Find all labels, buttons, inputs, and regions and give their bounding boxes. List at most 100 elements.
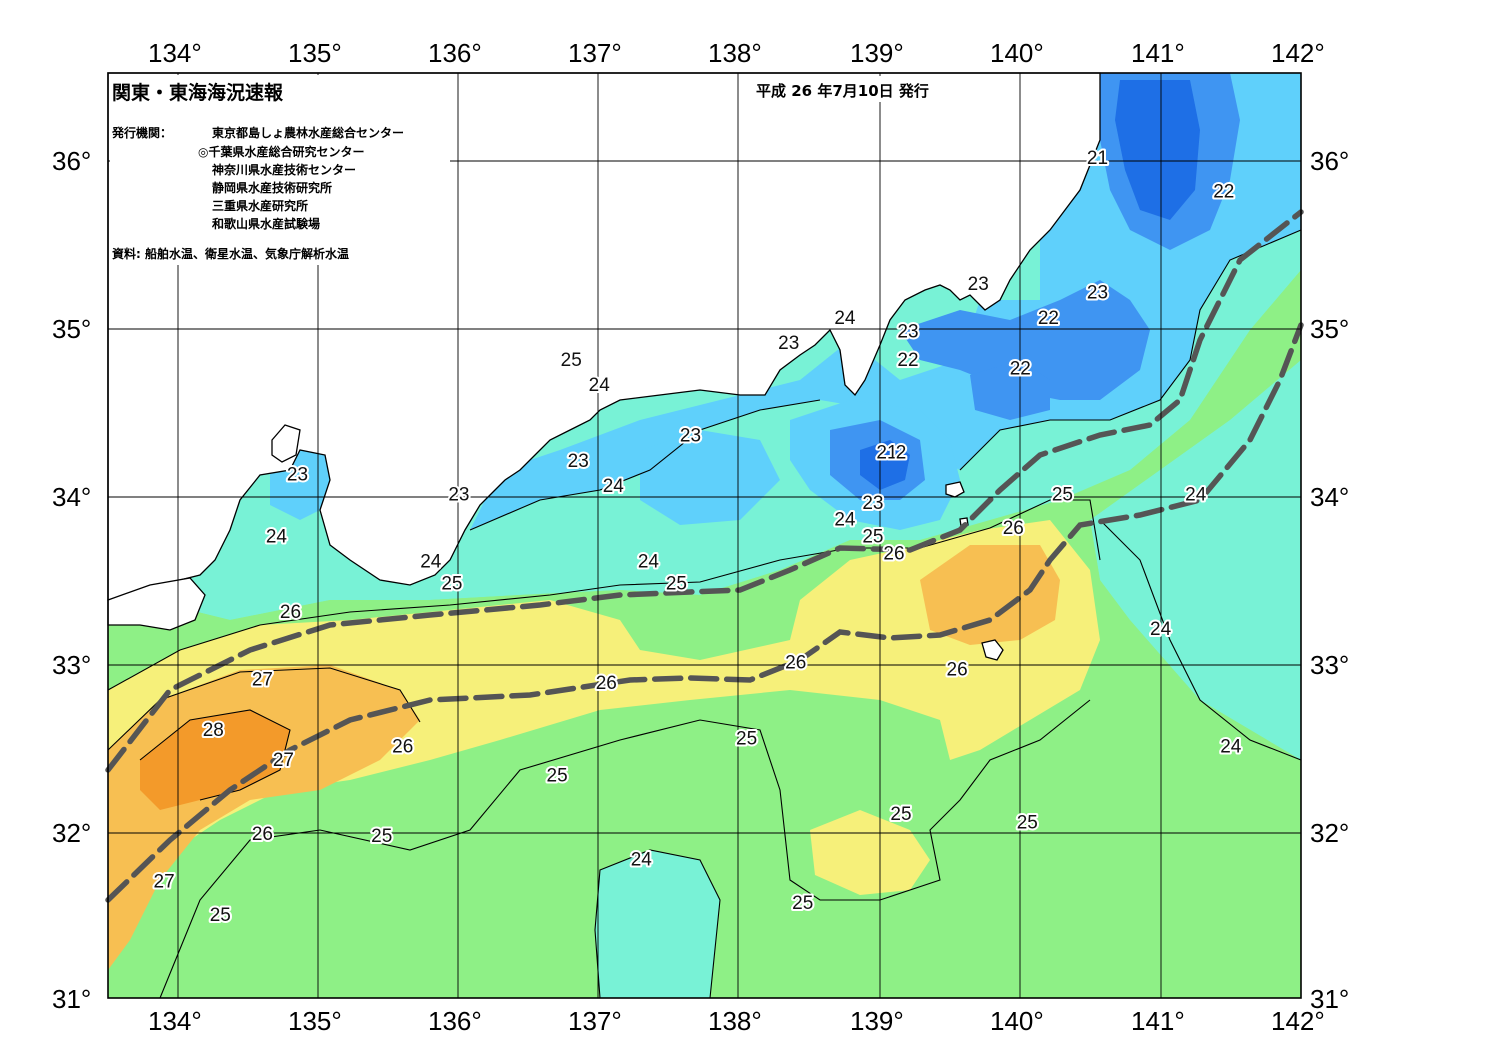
isotherm-24-east: [1099, 519, 1302, 761]
isotherm-label: 24: [1220, 737, 1242, 758]
temperature-27-east-patch: [920, 545, 1060, 645]
isotherm-label: 22: [1213, 182, 1234, 203]
isotherm-label: 27: [273, 750, 294, 771]
lon-label-bottom: 135°: [288, 1006, 342, 1036]
temperature-23-offshore-patch: [640, 430, 780, 525]
isotherm-label: 24: [631, 849, 653, 870]
lat-label-left: 35°: [52, 314, 91, 344]
lon-label-top: 136°: [428, 38, 482, 68]
longitude-labels-bottom: 134° 135° 136° 137° 138° 139° 140° 141° …: [148, 1006, 1325, 1036]
lat-label-left: 36°: [52, 146, 91, 176]
isotherm-label: 28: [203, 720, 224, 741]
lon-label-top: 135°: [288, 38, 342, 68]
isotherm-label: 25: [792, 893, 813, 914]
isotherm-label: 26: [1003, 518, 1024, 539]
agency-item: 東京都島しょ農林水産総合センター: [212, 125, 404, 140]
lat-label-right: 33°: [1310, 650, 1349, 680]
isotherm-label: 23: [680, 426, 701, 447]
isotherm-label: 22: [897, 350, 918, 371]
agency-item: 静岡県水産技術研究所: [212, 180, 332, 195]
isotherm-label: 25: [547, 765, 568, 786]
temperature-28-zone: [140, 710, 290, 810]
lon-label-bottom: 142°: [1271, 1006, 1325, 1036]
isotherm-label: 24: [1185, 485, 1207, 506]
isotherm-label: 27: [154, 871, 175, 892]
lon-label-bottom: 141°: [1131, 1006, 1185, 1036]
lon-label-top: 137°: [568, 38, 622, 68]
temperature-26-zone: [108, 520, 1100, 880]
isotherm-label: 25: [561, 350, 582, 371]
isotherm-label: 24: [834, 510, 856, 531]
isotherm-label: 23: [897, 321, 918, 342]
lon-label-top: 140°: [990, 38, 1044, 68]
date-backdrop: [750, 76, 990, 102]
temperature-21-north-zone: [1115, 80, 1200, 220]
temperature-21-south-patch: [860, 440, 910, 490]
land-shikoku: [107, 577, 206, 631]
isotherm-label: 23: [568, 451, 589, 472]
isotherm-label: 21: [876, 442, 897, 463]
isotherm-label: 23: [287, 464, 308, 485]
isotherm-label: 24: [603, 476, 625, 497]
isotherm-label: 21: [1087, 148, 1108, 169]
isotherm-25-north: [107, 499, 1101, 691]
isotherm-label: 23: [968, 274, 989, 295]
isotherm-label: 25: [736, 728, 757, 749]
lat-label-right: 32°: [1310, 818, 1349, 848]
isotherm-26-north: [107, 667, 421, 751]
header-backdrop: [110, 75, 450, 265]
isotherm-label: 25: [1017, 812, 1038, 833]
isotherm-label: 26: [596, 673, 617, 694]
agency-item: 和歌山県水産試験場: [211, 216, 320, 231]
lon-label-bottom: 138°: [708, 1006, 762, 1036]
isotherm-label: 24: [638, 552, 660, 573]
land-hachijojima: [981, 639, 1004, 661]
isotherm-label: 25: [1052, 485, 1073, 506]
kuroshio-axes: [105, 209, 1304, 903]
map-header: 関東・東海海況速報 平成 26 年7月10日 発行 発行機関： 東京都島しょ農林…: [110, 75, 990, 265]
agency-item: 神奈川県水産技術センター: [212, 162, 356, 177]
lon-label-bottom: 140°: [990, 1006, 1044, 1036]
isotherm-label: 23: [778, 333, 799, 354]
lat-label-left: 33°: [52, 650, 91, 680]
isotherm-label: 24: [834, 308, 856, 329]
issue-date: 平成 26 年7月10日 発行: [756, 82, 929, 100]
isotherm-label: 23: [448, 485, 469, 506]
latitude-labels-left: 36° 35° 34° 33° 32° 31°: [52, 146, 91, 1014]
isotherm-label: 22: [1038, 308, 1059, 329]
isotherm-label: 23: [1087, 283, 1108, 304]
lat-label-right: 34°: [1310, 482, 1349, 512]
isotherm-label: 24: [420, 552, 442, 573]
isotherm-27-core: [139, 709, 291, 801]
graticule: [108, 73, 1301, 998]
kuroshio-axis-outer: [105, 322, 1304, 903]
lon-label-top: 134°: [148, 38, 202, 68]
isotherm-label: 2: [896, 442, 907, 463]
isotherm-label: 24: [266, 527, 288, 548]
kuroshio-axis-inner: [105, 209, 1304, 773]
isotherm-label: 25: [441, 574, 462, 595]
agencies-label: 発行機関：: [111, 125, 172, 140]
isotherm-label: 26: [785, 653, 806, 674]
isotherm-23-east: [959, 229, 1302, 471]
isotherm-label: 23: [862, 493, 883, 514]
isotherm-label: 24: [1150, 619, 1172, 640]
agency-item: ◎千葉県水産総合研究センター: [198, 144, 364, 159]
lat-label-left: 31°: [52, 984, 91, 1014]
lon-label-bottom: 136°: [428, 1006, 482, 1036]
temperature-22-zone: [900, 280, 1150, 400]
data-sources: 資料: 船舶水温、衛星水温、気象庁解析水温: [112, 246, 349, 261]
land-awaji-island: [271, 424, 301, 463]
lon-label-top: 141°: [1131, 38, 1185, 68]
lat-label-left: 32°: [52, 818, 91, 848]
lat-label-right: 36°: [1310, 146, 1349, 176]
temperature-24-south-patch: [595, 850, 720, 998]
isotherm-label: 25: [210, 905, 231, 926]
map-frame: [107, 72, 1302, 999]
isotherm-label: 26: [947, 659, 968, 680]
lon-label-top: 138°: [708, 38, 762, 68]
temperature-24-east-zone: [1090, 360, 1301, 760]
isotherm-label: 25: [666, 574, 687, 595]
